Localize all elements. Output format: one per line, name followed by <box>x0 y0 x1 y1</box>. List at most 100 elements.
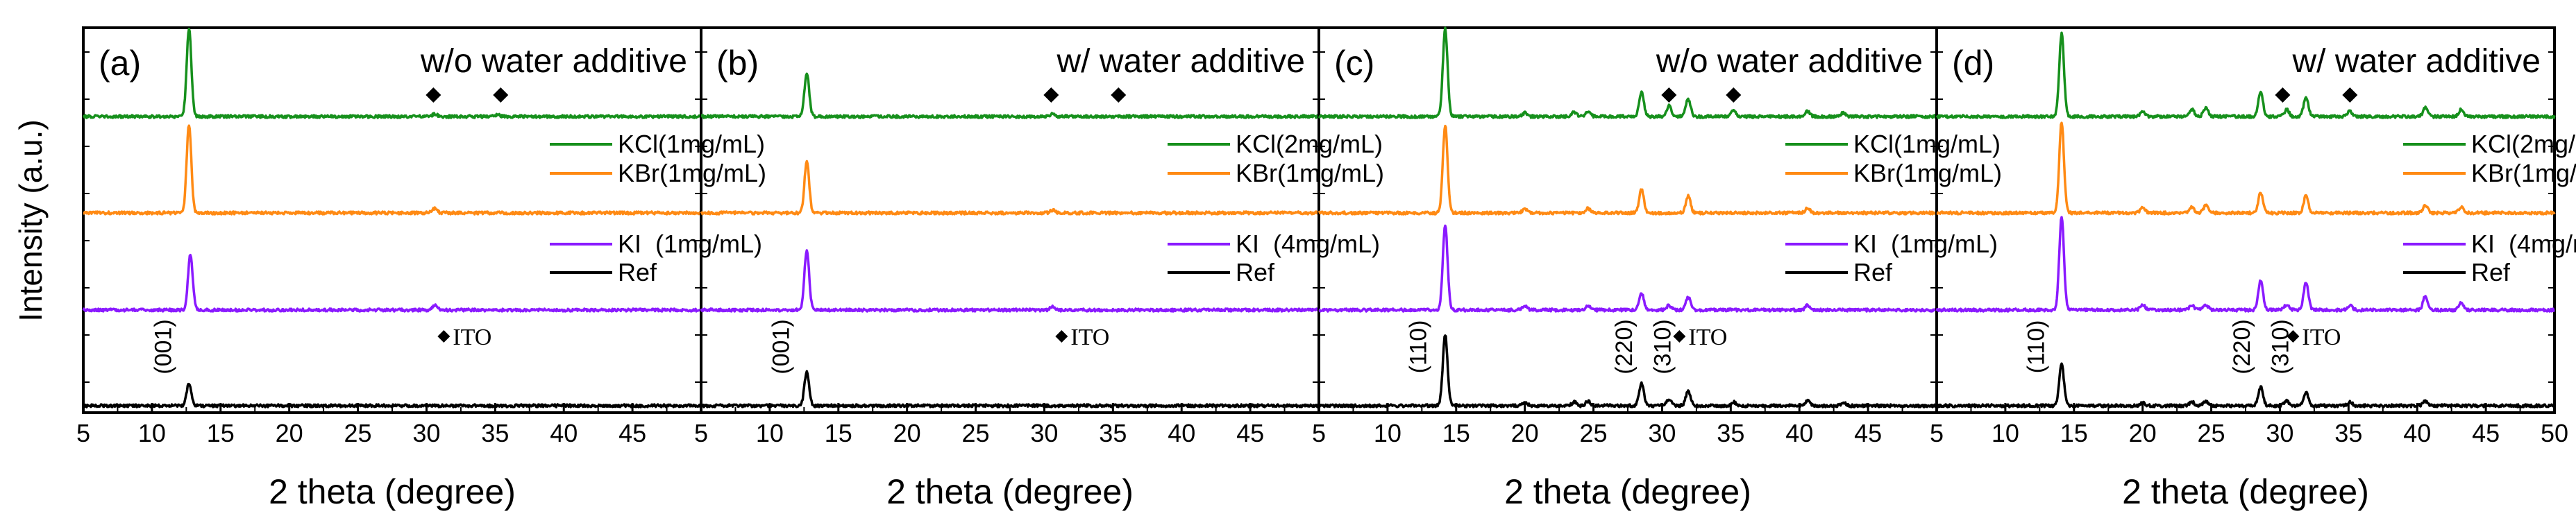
x-tick-label: 30 <box>1030 419 1058 447</box>
ito-legend-marker <box>1673 330 1686 343</box>
legend-label: KBr(1mg/mL) <box>1236 159 1384 187</box>
x-tick-label: 15 <box>2060 419 2088 447</box>
legend-label: KCl(1mg/mL) <box>618 130 765 158</box>
series-line-kbr <box>700 160 1320 216</box>
ito-marker <box>1043 87 1059 103</box>
series-line-ki <box>82 253 702 313</box>
x-tick-label: 45 <box>1854 419 1882 447</box>
panel-b: 5 10 15 20 25 30 35 40 45 2 theta (degree) (b) w/ w… <box>694 26 1384 511</box>
legend-label: KCl(2mg/mL) <box>1236 130 1383 158</box>
ito-marker <box>1111 87 1127 103</box>
legend-label: KI (4mg/mL) <box>2471 230 2576 258</box>
panel-label: (b) <box>716 44 759 83</box>
x-tick-label: 40 <box>2403 419 2431 447</box>
x-tick-label: 30 <box>412 419 440 447</box>
peak-label: (001) <box>768 319 795 374</box>
x-tick-label: 35 <box>2334 419 2362 447</box>
x-tick-label: 25 <box>962 419 990 447</box>
ito-marker <box>493 87 509 103</box>
x-tick-label: 20 <box>2129 419 2157 447</box>
series-line-ki <box>1318 224 1937 313</box>
ito-legend-marker <box>1055 330 1068 343</box>
panel-a: 5 10 15 20 25 30 35 40 45 2 theta (degree) (a) w/o … <box>76 26 766 511</box>
panel-title: w/o water additive <box>420 43 687 80</box>
legend-label: Ref <box>1236 258 1275 286</box>
panel-label: (d) <box>1952 44 1994 83</box>
ito-legend-marker <box>2287 330 2300 343</box>
legend-label: Ref <box>618 258 657 286</box>
ito-legend-marker <box>437 330 451 343</box>
x-tick-label: 20 <box>276 419 303 447</box>
x-tick-label: 5 <box>694 419 708 447</box>
y-axis-label: Intensity (a.u.) <box>12 119 49 321</box>
x-tick-label: 15 <box>207 419 235 447</box>
series-line-kbr <box>83 124 702 216</box>
x-tick-label: 5 <box>1312 419 1326 447</box>
x-tick-label: 15 <box>825 419 852 447</box>
x-axis-label: 2 theta (degree) <box>2122 472 2369 511</box>
legend-label: Ref <box>1853 258 1893 286</box>
series-line-ki <box>700 249 1320 313</box>
peak-label: (001) <box>151 319 177 374</box>
panel-title: w/o water additive <box>1656 43 1923 80</box>
series-line-kcl <box>1318 26 1938 119</box>
legend-label: KBr(1mg/mL) <box>618 159 766 187</box>
x-tick-label: 10 <box>138 419 166 447</box>
panels: 5 10 15 20 25 30 35 40 45 2 theta (degree) (a) w/o … <box>76 26 2576 511</box>
peak-label: (110) <box>1405 320 1431 374</box>
x-axis-label: 2 theta (degree) <box>269 472 516 511</box>
series-line-kcl <box>700 72 1320 119</box>
legend-label: KBr(1mg/mL) <box>1853 159 2002 187</box>
series-line-ref <box>1318 334 1938 409</box>
x-tick-label: 40 <box>1785 419 1813 447</box>
legend-label: KI (4mg/mL) <box>1236 230 1380 258</box>
x-tick-label: 25 <box>344 419 372 447</box>
x-tick-label: 45 <box>2472 419 2500 447</box>
ito-legend-label: ITO <box>1688 325 1727 350</box>
series-line-kcl <box>1935 31 2556 119</box>
x-tick-label: 20 <box>1511 419 1539 447</box>
x-tick-label: 25 <box>2198 419 2225 447</box>
legend-label: KCl(2mg/mL) <box>2471 130 2576 158</box>
x-tick-label: 35 <box>481 419 509 447</box>
x-tick-label: 35 <box>1099 419 1127 447</box>
ito-legend-label: ITO <box>453 325 491 350</box>
legend-label: KI (1mg/mL) <box>1853 230 1998 258</box>
panel-label: (a) <box>99 44 141 83</box>
ito-marker <box>1661 87 1677 103</box>
series-line-kcl <box>82 27 702 119</box>
ito-legend-label: ITO <box>1070 325 1109 350</box>
peak-label: (110) <box>2023 320 2049 374</box>
legend-label: Ref <box>2471 258 2511 286</box>
peak-label: (220) <box>1611 319 1638 374</box>
peak-label: (220) <box>2229 319 2255 374</box>
x-tick-label: 45 <box>1236 419 1264 447</box>
x-tick-label: 20 <box>893 419 921 447</box>
ito-marker <box>2275 87 2291 103</box>
x-tick-label: 50 <box>2541 419 2568 447</box>
x-tick-label: 25 <box>1580 419 1608 447</box>
x-tick-label: 5 <box>76 419 90 447</box>
x-tick-label: 5 <box>1930 419 1944 447</box>
legend-label: KBr(1mg/mL) <box>2471 159 2576 187</box>
panel-title: w/ water additive <box>2292 43 2541 80</box>
panel-title: w/ water additive <box>1057 43 1306 80</box>
x-tick-label: 30 <box>1648 419 1676 447</box>
series-line-kbr <box>1318 124 1938 216</box>
x-tick-label: 10 <box>1992 419 2019 447</box>
ito-marker <box>1726 87 1742 103</box>
series-line-ref <box>1935 362 2556 409</box>
series-line-ki <box>1935 216 2555 313</box>
legend-label: KCl(1mg/mL) <box>1853 130 2001 158</box>
peak-label: (310) <box>1649 319 1676 374</box>
panel-c: 5 10 15 20 25 30 35 40 45 2 theta (degree) (c) w/o … <box>1312 26 2002 511</box>
ito-marker <box>426 87 441 103</box>
series-line-ref <box>700 370 1320 409</box>
x-tick-label: 40 <box>1168 419 1195 447</box>
ito-marker <box>2342 87 2358 103</box>
peak-label: (310) <box>2267 319 2293 374</box>
panel-d: 5 10 15 20 25 30 35 40 45 50 2 theta (degree) (d) w/… <box>1930 26 2576 511</box>
x-axis-label: 2 theta (degree) <box>886 472 1134 511</box>
